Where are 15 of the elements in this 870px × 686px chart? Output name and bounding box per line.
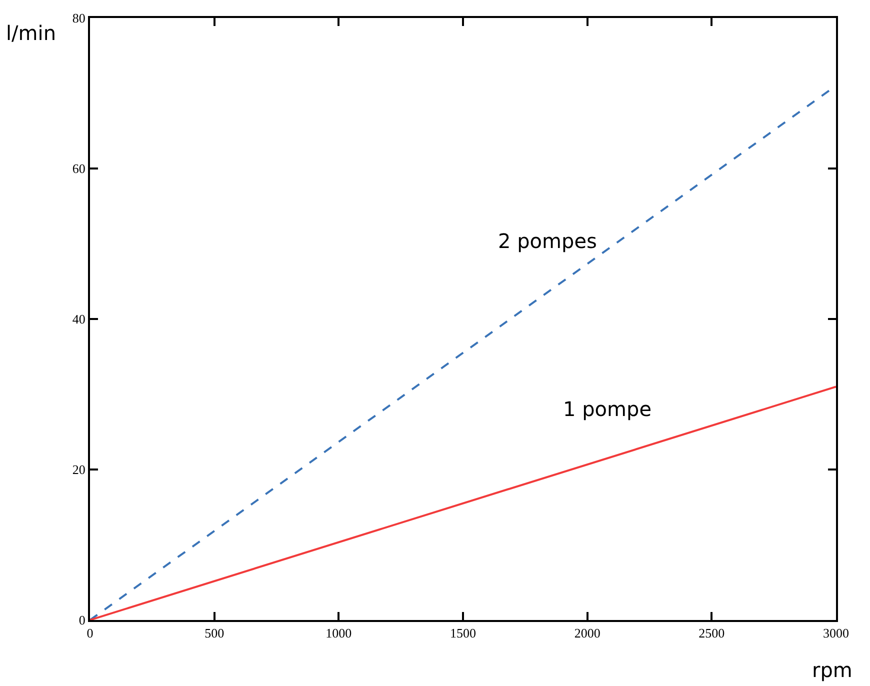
x-tick-label: 1500 — [450, 626, 476, 641]
y-tick-label: 40 — [72, 312, 86, 327]
y-axis-title: l/min — [6, 21, 56, 45]
x-tick-label: 1000 — [326, 626, 352, 641]
y-tick-label: 0 — [78, 612, 86, 628]
series-label: 1 pompe — [563, 397, 652, 421]
x-tick-label: 500 — [204, 626, 224, 641]
x-tick-label: 2500 — [698, 626, 725, 641]
x-tick-label: 2000 — [574, 626, 600, 641]
series-label: 2 pompes — [498, 229, 597, 253]
y-tick-label: 20 — [72, 462, 86, 478]
y-tick-label: 80 — [72, 10, 86, 26]
x-axis-title: rpm — [812, 658, 852, 682]
y-tick-label: 60 — [72, 161, 86, 176]
x-tick-label: 3000 — [823, 626, 849, 641]
